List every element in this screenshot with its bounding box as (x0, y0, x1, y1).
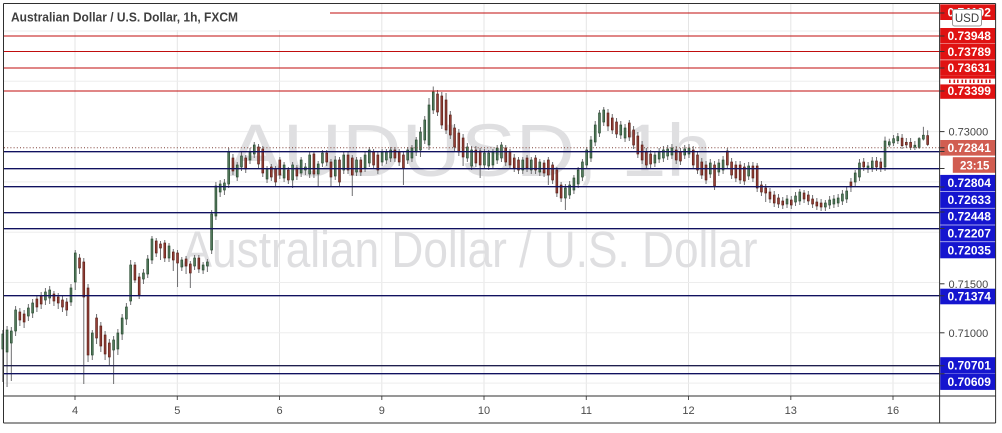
svg-text:0.70701: 0.70701 (948, 358, 992, 372)
svg-text:0.72207: 0.72207 (948, 227, 992, 241)
svg-text:10: 10 (478, 405, 490, 417)
svg-text:USD: USD (955, 13, 979, 25)
svg-text:0.73789: 0.73789 (948, 45, 992, 59)
svg-text:9: 9 (379, 405, 385, 417)
svg-text:0.71000: 0.71000 (949, 328, 989, 340)
svg-text:13: 13 (785, 405, 797, 417)
svg-text:0.73631: 0.73631 (948, 61, 992, 75)
svg-text:11: 11 (581, 405, 592, 417)
svg-text:0.71374: 0.71374 (948, 290, 992, 304)
svg-text:0.71500: 0.71500 (949, 279, 989, 291)
svg-text:0.72035: 0.72035 (948, 243, 992, 257)
svg-text:12: 12 (682, 405, 694, 417)
svg-text:0.72804: 0.72804 (948, 176, 992, 190)
svg-text:Australian Dollar / U.S. Dolla: Australian Dollar / U.S. Dollar (183, 221, 758, 278)
svg-text:16: 16 (887, 405, 899, 417)
svg-text:0.70609: 0.70609 (948, 375, 992, 389)
svg-text:AUDUSD, 1h: AUDUSD, 1h (228, 109, 712, 192)
svg-text:0.73000: 0.73000 (949, 127, 989, 139)
svg-text:4: 4 (72, 405, 78, 417)
svg-text:0.72448: 0.72448 (948, 210, 992, 224)
svg-text:0.73948: 0.73948 (948, 29, 992, 43)
svg-text:0.72633: 0.72633 (948, 193, 992, 207)
svg-text:0.72841: 0.72841 (948, 141, 992, 155)
svg-text:0.73399: 0.73399 (948, 84, 992, 98)
svg-text:5: 5 (174, 405, 180, 417)
svg-text:Australian Dollar / U.S. Dolla: Australian Dollar / U.S. Dollar, 1h, FXC… (11, 10, 238, 25)
svg-text:23:15: 23:15 (960, 160, 990, 172)
svg-text:6: 6 (276, 405, 282, 417)
